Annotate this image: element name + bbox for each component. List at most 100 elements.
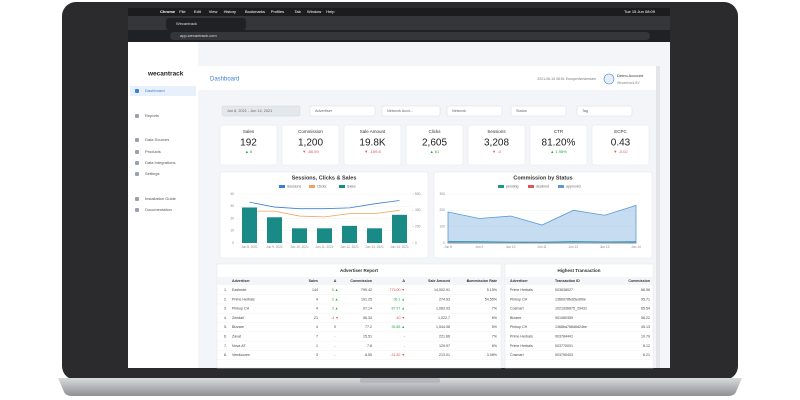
legend-swatch — [339, 185, 345, 188]
nav-item[interactable]: Dashboard — [145, 88, 165, 93]
nav-item[interactable]: Products — [145, 149, 161, 154]
cell: Prime Herbals — [510, 334, 533, 338]
filter[interactable] — [510, 105, 567, 117]
nav-item[interactable]: Documentation — [145, 207, 172, 212]
cell: 6% — [492, 344, 498, 348]
cell: 003784441 — [555, 334, 573, 338]
kpi-change: ▼ -66.59 — [302, 149, 319, 154]
area — [447, 204, 637, 244]
nav-item[interactable]: Reports — [145, 113, 159, 118]
timestamp: 2021-06-15 08:51 Europe/Amsterdam — [537, 77, 596, 81]
legend-swatch — [558, 185, 564, 188]
menu-item[interactable]: Profiles — [271, 9, 284, 14]
column-header: Δ — [402, 279, 405, 283]
kpi-card — [281, 124, 340, 166]
nav-active — [130, 86, 196, 96]
bar — [292, 228, 307, 243]
column-header: Δ — [467, 279, 470, 283]
y2-tick-label: 200 — [415, 225, 421, 229]
cell: Bizzare — [232, 325, 244, 329]
legend-label: pending — [506, 184, 519, 188]
column-header: Commission — [628, 279, 650, 283]
cell: 003770001 — [555, 344, 573, 348]
tab-bar — [128, 16, 670, 30]
cell: Pinkup CH — [232, 307, 250, 311]
cell: 003638027 — [555, 288, 573, 292]
avatar[interactable] — [603, 73, 615, 85]
column-header: Sales — [309, 279, 318, 283]
nav-icon — [135, 114, 139, 118]
cell: Cosmart — [510, 353, 524, 357]
menu-item[interactable]: View — [209, 9, 218, 14]
filter[interactable] — [221, 105, 301, 117]
x-tick-label: Jun 8 — [444, 245, 452, 249]
cell: 3.08% — [487, 353, 498, 357]
clock: Tue 15 Jun 08:09 — [624, 9, 656, 14]
cell: 1 — [316, 344, 318, 348]
cell: 5 ▲ — [332, 288, 339, 292]
menu-item[interactable]: Window — [307, 9, 321, 14]
kpi-label: CTR — [554, 129, 564, 134]
menu-item[interactable]: Tab — [294, 9, 301, 14]
cell: 5. — [224, 325, 227, 329]
browser-tab[interactable] — [166, 18, 246, 30]
filter-label: Status — [516, 109, 527, 113]
kpi-value: 19.8K — [359, 138, 385, 149]
filter[interactable] — [381, 105, 441, 117]
cell: 4 — [316, 307, 318, 311]
x-tick-label: Jun 11, 2021 — [315, 245, 333, 249]
cell: 39.85 ▲ — [391, 325, 405, 329]
cell: 6% — [492, 316, 498, 320]
cell: 3 ▲ — [332, 307, 339, 311]
menu-item[interactable]: Help — [326, 9, 335, 14]
cell: Eastmart — [232, 288, 246, 292]
cell: 6.21 — [643, 353, 650, 357]
cell: 274.93 — [439, 297, 450, 301]
cell: 7.8 — [367, 344, 372, 348]
kpi-label: Clicks — [429, 129, 442, 134]
nav-item[interactable]: Settings — [145, 171, 159, 176]
cell: - — [334, 334, 336, 338]
menu-item[interactable]: Chrome — [160, 9, 176, 14]
cell: 221.66 — [439, 334, 450, 338]
column-header: Transaction ID — [555, 279, 580, 283]
cell: 65.54 — [641, 307, 650, 311]
legend-label: Clicks — [317, 184, 327, 188]
menu-item[interactable]: Edit — [194, 9, 202, 14]
bar — [242, 207, 257, 243]
y-tick-label: 10 — [230, 229, 234, 233]
cell: 003790403 — [555, 353, 573, 357]
table-head — [505, 277, 653, 285]
filter[interactable] — [446, 105, 503, 117]
cell: 21 — [314, 316, 318, 320]
line — [249, 200, 400, 210]
x-tick-label: Jun 12 — [569, 245, 579, 249]
cell: 213.01 — [439, 353, 450, 357]
column-header: Advertiser — [232, 279, 250, 283]
url-bar[interactable] — [170, 32, 650, 40]
cell: 7% — [492, 307, 498, 311]
filter[interactable] — [576, 105, 633, 117]
nav-icon — [135, 138, 139, 142]
menu-item[interactable]: History — [224, 9, 236, 14]
menu-item[interactable]: Bookmarks — [245, 9, 265, 14]
kpi-change: ▼ -0.02 — [613, 149, 628, 154]
nav-item[interactable]: Data Integrations — [145, 160, 175, 165]
cell: 1,022.7 — [438, 316, 450, 320]
x-tick-label: Jun 13, 2021 — [365, 245, 384, 249]
menu-item[interactable]: File — [179, 9, 186, 14]
kpi-value: 2,605 — [422, 138, 447, 149]
cell: 15.51 — [363, 334, 372, 338]
sidebar — [128, 42, 198, 368]
y2-tick-label: 400 — [415, 208, 421, 212]
filter[interactable] — [309, 105, 376, 117]
cell: 95.1 ▲ — [393, 297, 405, 301]
url-text: app.wecantrack.com — [180, 33, 217, 38]
filter-label: Tag — [582, 109, 588, 113]
nav-item[interactable]: Data Sources — [145, 137, 169, 142]
nav-item[interactable]: Installation Guide — [145, 196, 177, 201]
bar — [317, 228, 332, 243]
cell: 2. — [224, 297, 227, 301]
bar — [267, 217, 282, 243]
